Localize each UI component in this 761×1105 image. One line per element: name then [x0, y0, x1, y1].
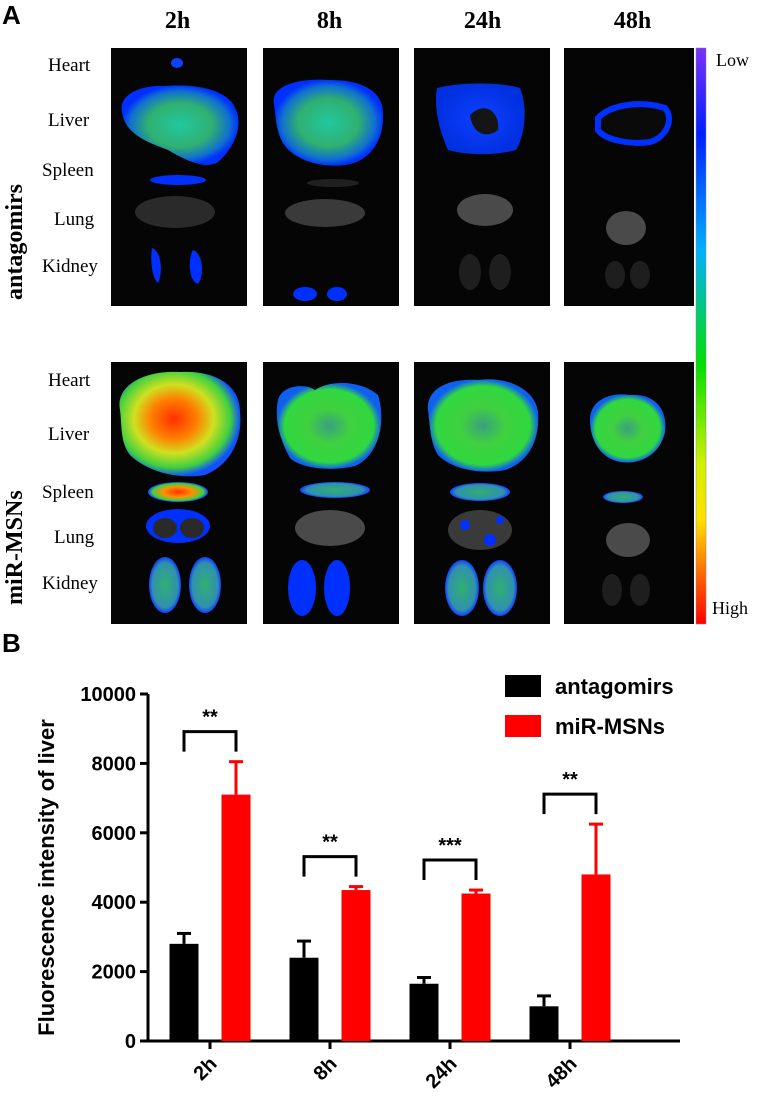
y-tick-label-0: 0	[125, 1031, 136, 1053]
legend-label-antagomirs: antagomirs	[555, 674, 674, 699]
time-label-8h: 8h	[316, 8, 343, 34]
significance-bracket-24h	[422, 858, 478, 881]
significance-label-2h: **	[202, 707, 218, 729]
bar-miR-MSNs-8h	[341, 890, 371, 1041]
image-mirmsns-8h	[263, 362, 399, 624]
x-tick-label-8h: 8h	[309, 1053, 341, 1085]
y-tick-label-3: 6000	[92, 823, 137, 845]
bar-antagomirs-48h	[529, 1006, 559, 1041]
imaging-panels	[111, 47, 707, 625]
y-tick-label-4: 8000	[92, 753, 137, 775]
panel-b-letter: B	[2, 628, 21, 658]
organ-label-spleen-top: Spleen	[42, 160, 94, 181]
x-tick-label-24h: 24h	[422, 1053, 462, 1093]
organ-label-kidney-top: Kidney	[42, 256, 98, 277]
bar-antagomirs-24h	[409, 983, 439, 1041]
time-label-2h: 2h	[164, 8, 191, 34]
intensity-color-scale	[695, 47, 707, 625]
x-tick-label-2h: 2h	[189, 1053, 221, 1085]
significance-bracket-48h	[542, 792, 598, 815]
image-mirmsns-24h	[414, 362, 550, 624]
significance-bracket-8h	[302, 855, 358, 877]
bar-antagomirs-8h	[289, 957, 319, 1041]
image-mirmsns-48h	[564, 362, 694, 624]
organ-label-liver-bottom: Liver	[48, 424, 90, 445]
legend-swatch-antagomirs	[505, 675, 541, 697]
organ-label-kidney-bottom: Kidney	[42, 573, 98, 594]
time-label-48h: 48h	[613, 8, 652, 34]
y-axis-label: Fluorescence intensity of liver	[34, 719, 59, 1036]
scale-low-label: Low	[716, 50, 749, 70]
legend-swatch-miR-MSNs	[505, 715, 541, 737]
organ-label-lung-bottom: Lung	[54, 527, 95, 548]
significance-label-48h: **	[562, 769, 578, 791]
bar-miR-MSNs-24h	[461, 893, 491, 1041]
bar-miR-MSNs-2h	[221, 794, 251, 1041]
bar-antagomirs-2h	[169, 943, 199, 1041]
bar-chart: 0 2000 4000 6000 8000 10000 Fluorescence inten…	[34, 674, 680, 1093]
organ-label-heart-bottom: Heart	[48, 370, 91, 391]
scale-high-label: High	[712, 598, 748, 618]
image-mirmsns-2h	[111, 362, 247, 624]
organ-label-liver-top: Liver	[48, 110, 90, 131]
y-tick-label-1: 2000	[92, 962, 137, 984]
organ-label-spleen-bottom: Spleen	[42, 482, 94, 503]
image-antagomirs-24h	[414, 48, 550, 306]
significance-label-8h: **	[322, 832, 338, 854]
organ-label-lung-top: Lung	[54, 209, 95, 230]
y-tick-label-2: 4000	[92, 892, 137, 914]
bar-miR-MSNs-48h	[581, 874, 611, 1041]
legend-label-miR-MSNs: miR-MSNs	[555, 714, 665, 739]
image-antagomirs-8h	[263, 48, 399, 306]
image-antagomirs-2h	[111, 48, 247, 306]
x-tick-label-48h: 48h	[542, 1053, 582, 1093]
significance-bracket-2h	[182, 730, 238, 752]
y-tick-label-5: 10000	[80, 684, 136, 706]
panel-a-letter: A	[2, 0, 21, 30]
image-antagomirs-48h	[564, 48, 694, 306]
time-label-24h: 24h	[463, 8, 502, 34]
organ-label-heart-top: Heart	[48, 55, 91, 76]
significance-label-24h: ***	[438, 835, 462, 857]
